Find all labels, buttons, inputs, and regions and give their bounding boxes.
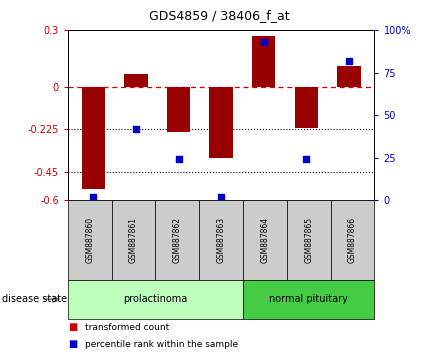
Text: ■: ■: [68, 339, 77, 349]
Text: GSM887865: GSM887865: [304, 217, 313, 263]
Bar: [167, 87, 191, 132]
Bar: [124, 74, 148, 87]
Text: GSM887864: GSM887864: [261, 217, 269, 263]
Point: [260, 39, 267, 45]
Text: GSM887863: GSM887863: [217, 217, 226, 263]
Point: [346, 58, 353, 63]
Bar: [209, 87, 233, 159]
Text: GSM887862: GSM887862: [173, 217, 182, 263]
Bar: [252, 36, 276, 87]
Point: [133, 126, 140, 131]
Text: GSM887860: GSM887860: [85, 217, 94, 263]
Point: [90, 194, 97, 199]
Text: normal pituitary: normal pituitary: [269, 294, 348, 304]
Bar: [337, 66, 360, 87]
Text: GDS4859 / 38406_f_at: GDS4859 / 38406_f_at: [148, 9, 290, 22]
Point: [218, 194, 225, 199]
Text: prolactinoma: prolactinoma: [124, 294, 187, 304]
Text: GSM887866: GSM887866: [348, 217, 357, 263]
Bar: [295, 87, 318, 128]
Text: transformed count: transformed count: [85, 323, 170, 332]
Text: ■: ■: [68, 322, 77, 332]
Text: GSM887861: GSM887861: [129, 217, 138, 263]
Text: disease state: disease state: [2, 294, 67, 304]
Point: [175, 156, 182, 162]
Point: [303, 156, 310, 162]
Bar: [82, 87, 105, 189]
Text: percentile rank within the sample: percentile rank within the sample: [85, 339, 239, 349]
